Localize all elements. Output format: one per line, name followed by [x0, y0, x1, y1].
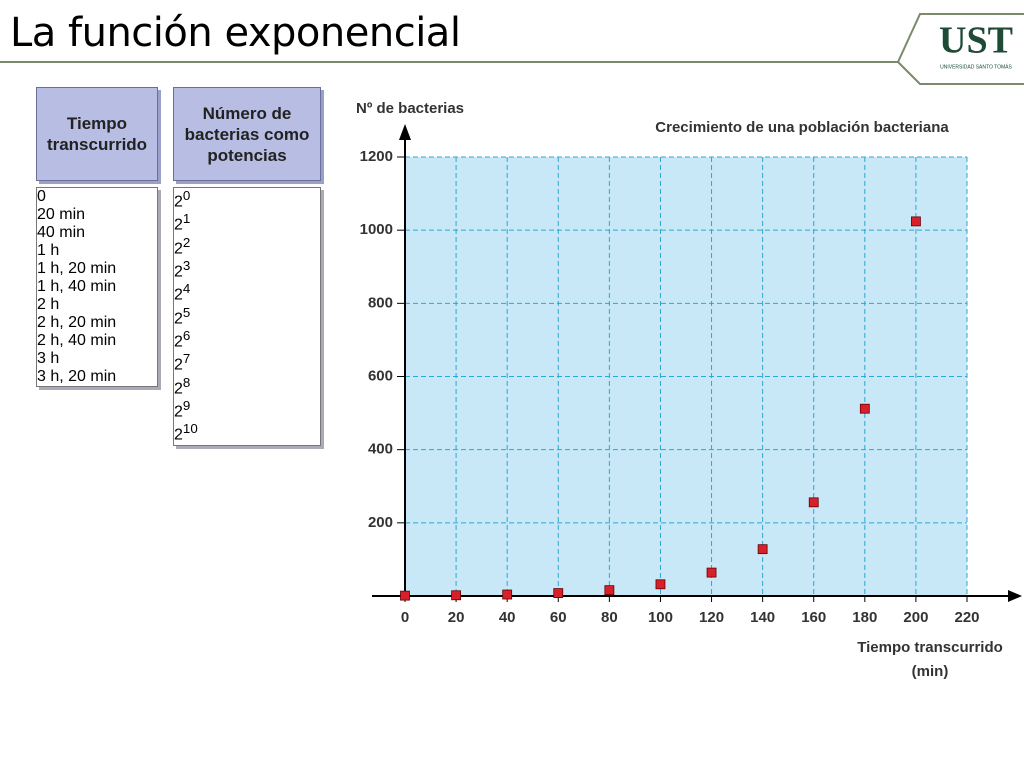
- x-tick-label: 220: [954, 609, 979, 626]
- x-tick-label: 200: [903, 609, 928, 626]
- power-exponent: 9: [182, 397, 191, 413]
- y-tick-label: 1200: [360, 148, 393, 165]
- power-base: 2: [174, 286, 183, 304]
- column-header: Número de bacterias como potencias: [173, 87, 321, 181]
- x-tick-label: 0: [401, 609, 409, 626]
- power-exponent: 10: [182, 421, 198, 437]
- logo: UST: [939, 20, 1013, 62]
- power-exponent: 2: [182, 234, 191, 250]
- data-point: [400, 590, 410, 601]
- table-cell: 24: [174, 281, 320, 304]
- y-tick-label: 1000: [360, 221, 393, 238]
- table-cell: 25: [174, 305, 320, 328]
- table-cell: 1 h, 20 min: [37, 260, 117, 277]
- power-base: 2: [174, 193, 183, 211]
- power-exponent: 5: [182, 304, 191, 320]
- power-column: Número de bacterias como potencias 20 21 2…: [173, 87, 321, 446]
- power-exponent: 8: [182, 374, 191, 390]
- x-tick-label: 160: [801, 609, 826, 626]
- table-cell: 26: [174, 328, 320, 351]
- power-exponent: 3: [182, 257, 191, 273]
- table-cell: 40 min: [37, 224, 86, 241]
- table-cell: 2 h, 40 min: [37, 332, 117, 349]
- x-tick-label: 80: [601, 609, 618, 626]
- data-point: [706, 567, 717, 578]
- y-axis-arrow: [399, 124, 411, 140]
- column-body: 20 21 22 23 24 25 26 27 28 29 210: [173, 187, 321, 446]
- power-base: 2: [174, 426, 183, 444]
- table-cell: 20: [174, 188, 320, 211]
- power-base: 2: [174, 263, 183, 281]
- table-cell: 1 h, 40 min: [37, 278, 117, 295]
- data-point: [553, 588, 564, 598]
- data-point: [757, 544, 768, 555]
- table-cell: 2 h, 20 min: [37, 314, 117, 331]
- data-point: [655, 579, 666, 590]
- power-exponent: 0: [182, 188, 191, 203]
- x-tick-label: 180: [852, 609, 877, 626]
- data-point: [911, 216, 921, 227]
- y-tick-label: 800: [368, 294, 393, 311]
- power-base: 2: [174, 379, 183, 397]
- table-cell: 1 h: [37, 242, 60, 259]
- slide-title: La función exponencial: [10, 10, 461, 56]
- y-tick-label: 200: [368, 514, 393, 531]
- power-base: 2: [174, 356, 183, 374]
- data-point: [604, 585, 615, 596]
- power-base: 2: [174, 309, 183, 327]
- y-tick-label: 400: [368, 441, 393, 458]
- table-cell: 29: [174, 398, 320, 421]
- x-tick-label: 140: [750, 609, 775, 626]
- table-cell: 28: [174, 375, 320, 398]
- table-cell: 23: [174, 258, 320, 281]
- x-tick-label: 40: [499, 609, 516, 626]
- x-axis-arrow: [1008, 590, 1022, 602]
- table-cell: 22: [174, 235, 320, 258]
- table-cell: 3 h: [37, 350, 60, 367]
- chart-title: Crecimiento de una población bacteriana: [655, 119, 949, 136]
- y-axis-label: Nº de bacterias: [356, 100, 464, 117]
- y-tick-label: 600: [368, 367, 393, 384]
- logo-subtitle: UNIVERSIDAD SANTO TOMÁS: [940, 63, 1012, 70]
- table-cell: 21: [174, 211, 320, 234]
- data-point: [808, 497, 819, 508]
- x-tick-label: 100: [648, 609, 673, 626]
- power-exponent: 1: [182, 211, 191, 227]
- table-cell: 3 h, 20 min: [37, 368, 117, 385]
- header-rule: [0, 13, 1024, 85]
- table-cell: 0: [37, 188, 46, 205]
- x-tick-label: 60: [550, 609, 567, 626]
- power-exponent: 6: [182, 327, 191, 343]
- table-cell: 210: [174, 421, 320, 444]
- power-exponent: 7: [182, 351, 191, 367]
- x-tick-label: 20: [448, 609, 465, 626]
- table-cell: 2 h: [37, 296, 60, 313]
- power-base: 2: [174, 403, 183, 421]
- table-cell: 27: [174, 351, 320, 374]
- table-cell: 20 min: [37, 206, 86, 223]
- power-base: 2: [174, 239, 183, 257]
- x-tick-label: 120: [699, 609, 724, 626]
- data-point: [502, 589, 513, 600]
- power-base: 2: [174, 216, 183, 234]
- data-point: [451, 590, 461, 601]
- x-axis-label: Tiempo transcurrido (min): [857, 639, 1003, 680]
- power-base: 2: [174, 333, 183, 351]
- power-exponent: 4: [182, 281, 191, 297]
- data-point: [859, 403, 870, 414]
- column-header: Tiempo transcurrido: [36, 87, 158, 181]
